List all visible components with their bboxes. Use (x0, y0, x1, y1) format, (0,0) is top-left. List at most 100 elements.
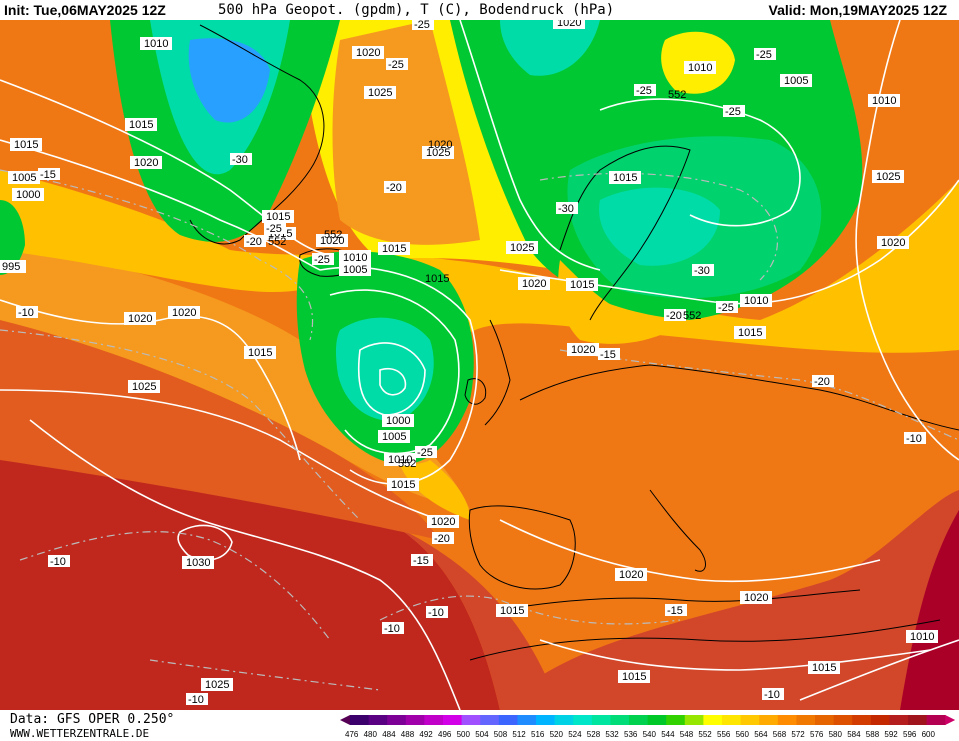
pressure-label-text: 1025 (132, 381, 156, 393)
temp-label: -10 (16, 306, 38, 319)
pressure-label: 1010 (740, 294, 772, 307)
pressure-label-text: 1020 (744, 592, 768, 604)
temp-label: -25 (723, 105, 745, 118)
temp-label-text: -25 (725, 106, 741, 118)
temp-label: -25 (264, 222, 286, 235)
pressure-label: 1015 (244, 346, 276, 359)
scale-tick-label: 500 (457, 730, 471, 739)
pressure-label: 1025 (422, 146, 454, 159)
pressure-label: 1000 (12, 188, 44, 201)
geopot-label: 552 (324, 229, 342, 241)
scale-swatch (405, 715, 425, 725)
pressure-label-text: 1010 (688, 62, 712, 74)
temp-label-text: -20 (814, 376, 830, 388)
scale-tick-label: 512 (512, 730, 526, 739)
scale-lower-arrow (340, 715, 350, 725)
pressure-label-text: 1020 (557, 20, 581, 29)
pressure-label: 1025 (201, 678, 233, 691)
scale-tick-label: 480 (364, 730, 378, 739)
greenland-coast (189, 24, 325, 245)
scale-tick-label: 492 (419, 730, 433, 739)
pressure-label: 1015 (378, 242, 410, 255)
scale-swatch (889, 715, 909, 725)
temp-label: -25 (634, 84, 656, 97)
pressure-label: 1020 (877, 236, 909, 249)
pressure-label-text: 1015 (500, 605, 524, 617)
scale-tick-label: 516 (531, 730, 545, 739)
pressure-label: 1015 (808, 661, 840, 674)
pressure-label: 1010 (684, 61, 716, 74)
pressure-label-text: 1015 (570, 279, 594, 291)
scale-tick-label: 564 (754, 730, 768, 739)
temp-label-text: -15 (413, 555, 429, 567)
pressure-label: 1020 (168, 306, 200, 319)
scale-tick-label: 560 (736, 730, 750, 739)
pressure-label-text: 1000 (386, 415, 410, 427)
pressure-label-text: 1005 (343, 264, 367, 276)
scale-tick-label: 592 (884, 730, 898, 739)
pressure-label: 1020 (427, 515, 459, 528)
temp-label: -20 (432, 532, 454, 545)
scale-swatch (740, 715, 760, 725)
geopot-label: 552 (268, 236, 286, 248)
zone-dark-red-east (900, 510, 959, 710)
scale-swatch (629, 715, 649, 725)
scale-tick-label: 552 (698, 730, 712, 739)
pressure-label: 1020 (130, 156, 162, 169)
pressure-label: 1015 (618, 670, 650, 683)
temperature-labels: -25 -25 -30 -20 -25 -20 -25 -15 -10 -25 … (16, 20, 926, 706)
temp-label-text: -20 (246, 236, 262, 248)
pressure-label-text: 1020 (619, 569, 643, 581)
scale-swatch (498, 715, 518, 725)
scale-swatch (722, 715, 742, 725)
pressure-label: 1015 (496, 604, 528, 617)
scale-swatch (684, 715, 704, 725)
temp-label: -30 (692, 264, 714, 277)
zone-cyan-core-scandinavia (599, 187, 720, 266)
pressure-label: 1020 (518, 277, 550, 290)
temp-label: -15 (411, 554, 433, 567)
pressure-label: 1010 (868, 94, 900, 107)
zone-orange-greenland-ridge (332, 20, 480, 245)
scale-swatch (350, 715, 370, 725)
scale-swatch (536, 715, 556, 725)
temp-label-text: -20 (434, 533, 450, 545)
pressure-label: 1015 (425, 273, 449, 285)
pressure-label-text: 1020 (431, 516, 455, 528)
scale-tick-label: 576 (810, 730, 824, 739)
temp-label-text: -15 (667, 605, 683, 617)
pressure-label: 1015 (609, 171, 641, 184)
scale-swatch (554, 715, 574, 725)
temp-label-text: -25 (718, 302, 734, 314)
temp-label-text: -10 (428, 607, 444, 619)
pressure-label: 1000 (382, 414, 414, 427)
footer: Data: GFS OPER 0.250° WWW.WETTERZENTRALE… (0, 710, 959, 741)
scale-swatches (340, 715, 956, 725)
pressure-label: 995 (0, 260, 26, 273)
temp-label-text: -10 (764, 689, 780, 701)
pressure-label-text: 1020 (571, 344, 595, 356)
pressure-label-text: 1025 (426, 147, 450, 159)
valid-time: Valid: Mon,19MAY2025 12Z (768, 2, 947, 18)
scale-tick-label: 536 (624, 730, 638, 739)
temp-label-text: -10 (188, 694, 204, 706)
pressure-label-text: 1025 (510, 242, 534, 254)
pressure-label-text: 1020 (128, 313, 152, 325)
pressure-label: 1005 (339, 263, 371, 276)
pressure-label-text: 1020 (881, 237, 905, 249)
scale-tick-label: 544 (661, 730, 675, 739)
temp-label: -15 (598, 348, 620, 361)
pressure-label-text: 1015 (425, 273, 449, 285)
geopotential-labels: 552 552 552 552 552 (268, 89, 701, 470)
pressure-label: 1005 (378, 430, 410, 443)
data-source: Data: GFS OPER 0.250° (10, 712, 175, 727)
pressure-label-text: 1025 (876, 171, 900, 183)
scale-tick-label: 520 (550, 730, 564, 739)
temp-label: -10 (382, 622, 404, 635)
pressure-label-text: 1015 (738, 327, 762, 339)
pressure-label: 1020 (428, 139, 452, 151)
pressure-label: 1025 (128, 380, 160, 393)
zone-yellow-atlantic-rim (400, 460, 470, 520)
temp-label: -10 (762, 688, 784, 701)
pressure-label: 1015 (734, 326, 766, 339)
